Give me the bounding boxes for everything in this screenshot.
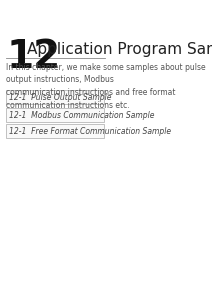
Text: 12-1  Modbus Communication Sample: 12-1 Modbus Communication Sample — [9, 110, 154, 119]
Text: 12-1  Free Format Communication Sample: 12-1 Free Format Communication Sample — [9, 127, 171, 136]
Text: In this chapter, we make some samples about pulse output instructions, Modbus
co: In this chapter, we make some samples ab… — [6, 63, 206, 110]
FancyBboxPatch shape — [6, 124, 104, 138]
Text: 12-1  Pulse Output Sample: 12-1 Pulse Output Sample — [9, 92, 111, 101]
Text: 12: 12 — [6, 38, 60, 76]
FancyBboxPatch shape — [6, 108, 104, 122]
FancyBboxPatch shape — [6, 90, 104, 104]
Text: Application Program Samples: Application Program Samples — [27, 42, 212, 57]
